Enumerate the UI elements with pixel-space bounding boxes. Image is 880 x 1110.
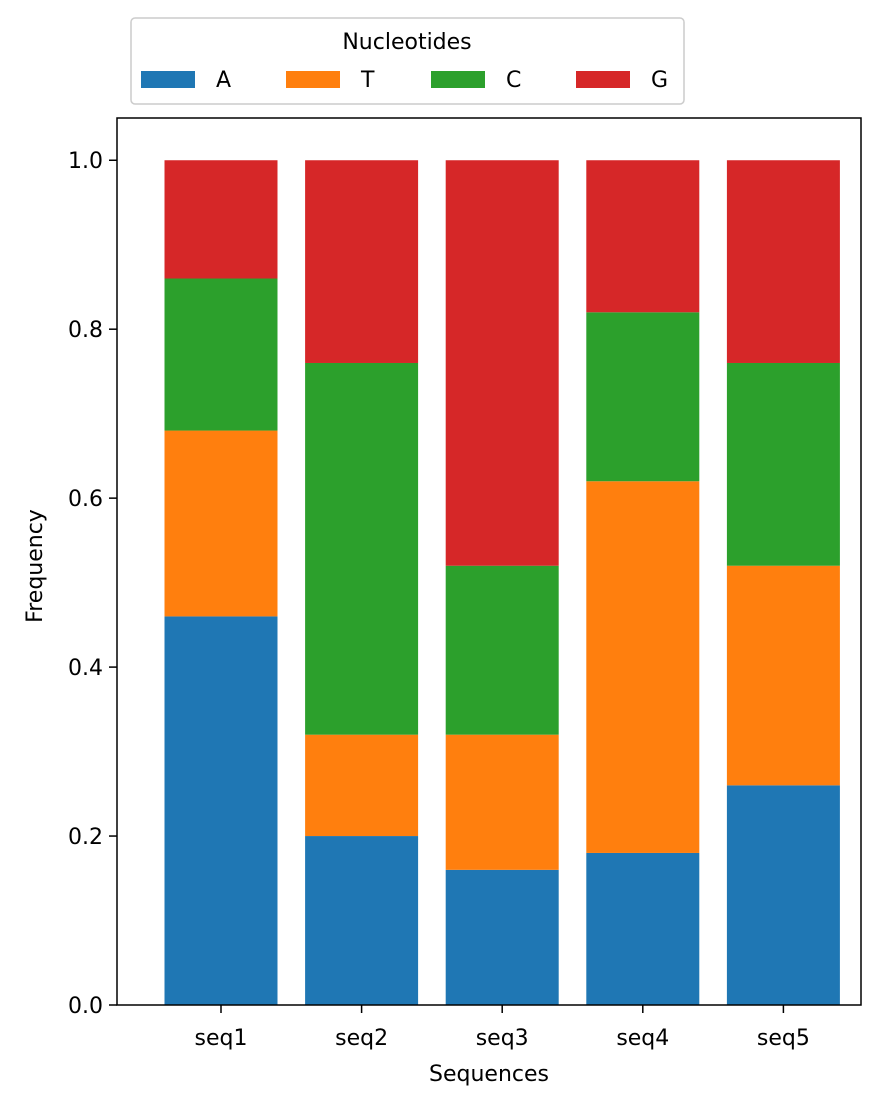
bar-segment-seq1-T (164, 430, 278, 617)
bar-segment-seq4-C (586, 312, 700, 482)
legend-swatch-A (141, 71, 195, 88)
bar-segment-seq5-T (726, 565, 840, 786)
bar-segment-seq2-C (305, 362, 419, 735)
x-tick-label: seq5 (757, 1026, 810, 1051)
x-tick-label: seq2 (335, 1026, 388, 1051)
bar-segment-seq5-G (726, 160, 840, 363)
bar-segment-seq3-G (445, 160, 559, 566)
legend-label-C: C (506, 68, 521, 93)
x-axis-label: Sequences (429, 1062, 549, 1087)
legend-swatch-G (576, 71, 630, 88)
bar-segment-seq2-G (305, 160, 419, 363)
plot-frame (116, 117, 862, 1006)
bar-segment-seq2-A (305, 836, 419, 1005)
bars (164, 160, 840, 1005)
bar-segment-seq5-C (726, 362, 840, 566)
bar-segment-seq2-T (305, 734, 419, 837)
bar-segment-seq4-A (586, 852, 700, 1005)
y-tick-label: 0.0 (68, 994, 103, 1019)
y-tick-label: 0.4 (68, 656, 103, 681)
bar-segment-seq3-T (445, 734, 559, 870)
bar-segment-seq1-C (164, 278, 278, 431)
legend-swatch-C (431, 71, 485, 88)
y-tick-label: 0.2 (68, 825, 103, 850)
y-tick-label: 0.6 (68, 487, 103, 512)
bar-segment-seq1-G (164, 160, 278, 279)
bar-segment-seq1-A (164, 616, 278, 1005)
legend-label-A: A (216, 68, 231, 93)
x-tick-label: seq1 (195, 1026, 248, 1051)
x-tick-label: seq4 (616, 1026, 669, 1051)
y-tick-label: 1.0 (68, 149, 103, 174)
legend-frame (130, 17, 685, 105)
bar-segment-seq4-T (586, 481, 700, 853)
bar-segment-seq5-A (726, 785, 840, 1005)
x-axis: seq1 seq2 seq3 seq4 seq5 (195, 1005, 810, 1051)
bar-segment-seq3-C (445, 565, 559, 735)
legend-swatch-T (286, 71, 340, 88)
x-tick-label: seq3 (476, 1026, 529, 1051)
legend-label-T: T (360, 68, 375, 93)
legend-label-G: G (651, 68, 668, 93)
y-axis-label: Frequency (23, 509, 48, 623)
y-tick-label: 0.8 (68, 318, 103, 343)
legend: Nucleotides A T C G (130, 17, 685, 105)
bar-segment-seq4-G (586, 160, 700, 313)
legend-title: Nucleotides (342, 30, 471, 55)
bar-segment-seq3-A (445, 869, 559, 1005)
y-axis: 0.0 0.2 0.4 0.6 0.8 1.0 (68, 149, 117, 1019)
